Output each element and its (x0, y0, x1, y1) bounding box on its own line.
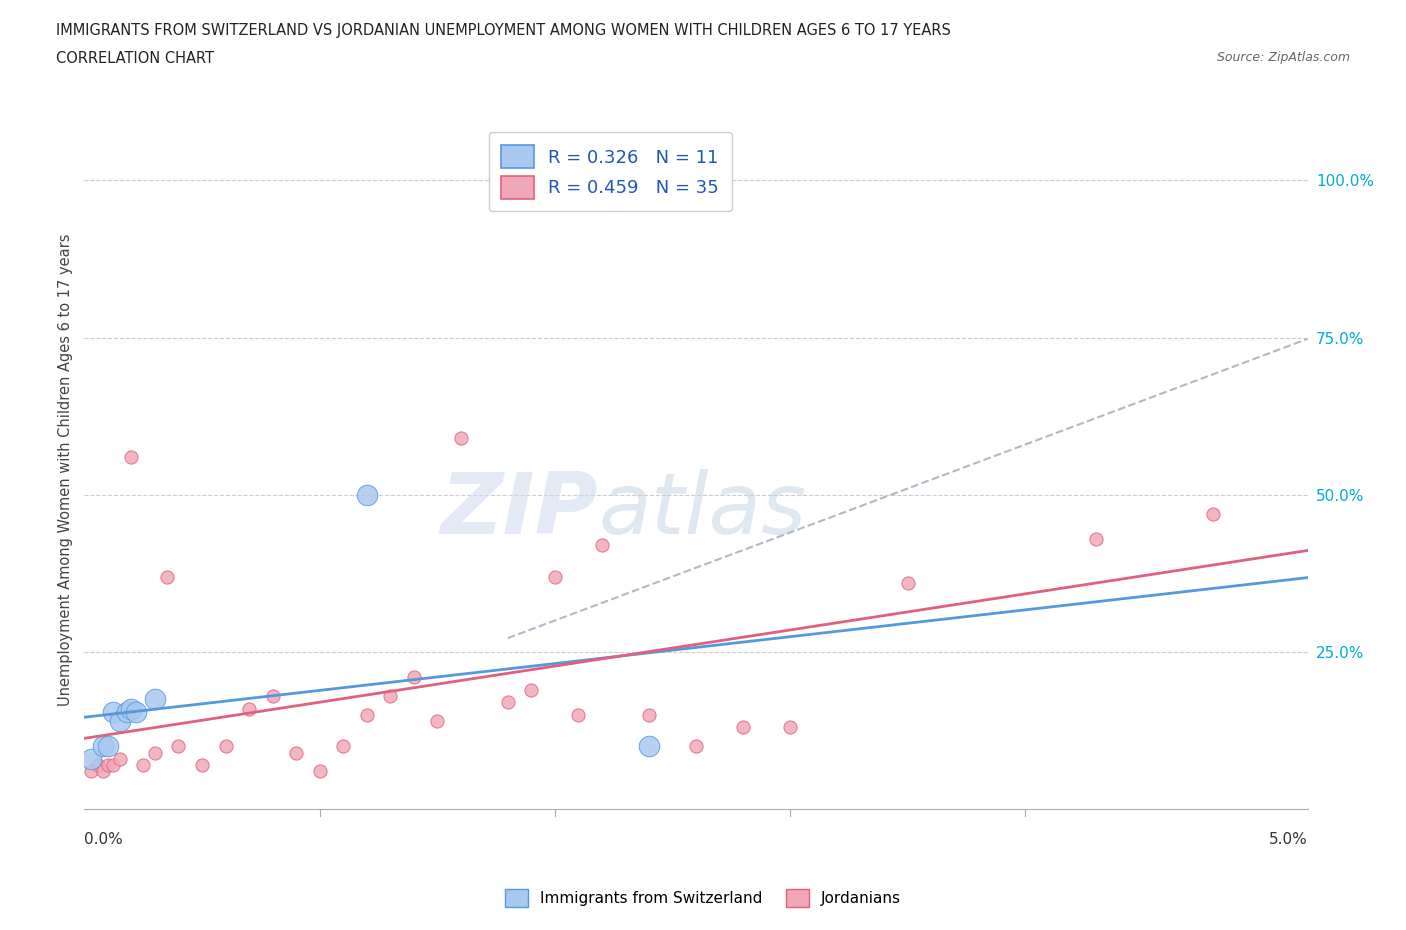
Point (285, 745, 308, 760)
Point (91, 738, 114, 753)
Text: 0.0%: 0.0% (84, 832, 124, 847)
Point (156, 569, 179, 584)
Point (97, 758, 120, 773)
Point (120, 449, 142, 464)
Point (520, 683, 543, 698)
Point (214, 738, 236, 753)
Y-axis label: Unemployment Among Women with Children Ages 6 to 17 years: Unemployment Among Women with Children A… (58, 233, 73, 706)
Point (101, 758, 124, 773)
Point (591, 538, 613, 552)
Point (1202, 506, 1225, 521)
Text: Source: ZipAtlas.com: Source: ZipAtlas.com (1216, 51, 1350, 64)
Point (638, 708, 661, 723)
Point (308, 764, 330, 778)
Point (125, 704, 148, 719)
Point (897, 576, 920, 591)
Point (143, 745, 166, 760)
Point (779, 720, 801, 735)
Text: ZIP: ZIP (440, 469, 598, 551)
Point (731, 720, 754, 735)
Point (191, 758, 214, 773)
Text: atlas: atlas (598, 469, 806, 551)
Legend: Immigrants from Switzerland, Jordanians: Immigrants from Switzerland, Jordanians (499, 884, 907, 913)
Point (356, 708, 378, 723)
Point (143, 692, 166, 707)
Point (332, 738, 354, 753)
Point (356, 487, 378, 502)
Point (87, 758, 110, 773)
Point (80, 764, 103, 778)
Legend: R = 0.326   N = 11, R = 0.459   N = 35: R = 0.326 N = 11, R = 0.459 N = 35 (489, 132, 733, 211)
Point (685, 738, 707, 753)
Text: CORRELATION CHART: CORRELATION CHART (56, 51, 214, 66)
Point (496, 695, 519, 710)
Point (238, 701, 260, 716)
Text: IMMIGRANTS FROM SWITZERLAND VS JORDANIAN UNEMPLOYMENT AMONG WOMEN WITH CHILDREN : IMMIGRANTS FROM SWITZERLAND VS JORDANIAN… (56, 23, 950, 38)
Point (402, 670, 425, 684)
Point (108, 713, 131, 728)
Point (544, 569, 567, 584)
Point (97, 738, 120, 753)
Point (638, 738, 661, 753)
Point (1084, 531, 1107, 546)
Text: 5.0%: 5.0% (1268, 832, 1308, 847)
Point (80, 751, 103, 766)
Point (132, 758, 155, 773)
Point (426, 713, 449, 728)
Point (91, 764, 114, 778)
Point (567, 708, 589, 723)
Point (115, 704, 138, 719)
Point (450, 431, 472, 445)
Point (262, 688, 284, 703)
Point (380, 688, 402, 703)
Point (101, 704, 124, 719)
Point (120, 701, 142, 716)
Point (108, 751, 131, 766)
Point (167, 738, 190, 753)
